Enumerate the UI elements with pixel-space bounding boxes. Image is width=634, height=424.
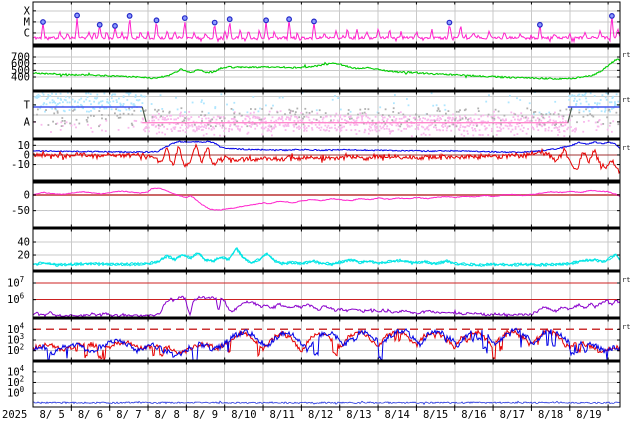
y-tick-label: A — [24, 116, 31, 128]
panel-separator — [32, 44, 621, 47]
flare-marker — [211, 19, 218, 26]
y-tick-label: 10 — [17, 140, 30, 152]
y-tick-label: 700 — [11, 52, 30, 64]
x-tick-label: 8/ 5 — [40, 409, 65, 421]
panel-separator — [32, 270, 621, 272]
series-proton-background — [33, 400, 620, 406]
panel-separator — [32, 90, 621, 92]
x-axis: 2025 8/ 5 8/ 6 8/ 7 8/ 8 8/ 9 8/10 8/11 8/12 8/13… — [2, 407, 609, 421]
series-electron-sat2 — [33, 327, 620, 360]
flare-marker — [153, 17, 160, 24]
x-tick-label: 8/14 — [385, 409, 410, 421]
flare-marker — [263, 17, 270, 24]
realtime-tag: rt — [622, 323, 630, 331]
panel-separator — [32, 360, 621, 362]
realtime-tag: rt — [622, 96, 630, 104]
series-solar-wind-speed — [33, 58, 620, 81]
flare-marker — [126, 12, 133, 19]
flare-marker — [226, 16, 233, 23]
realtime-tag: rt — [622, 276, 630, 284]
y-tick-label: 103 — [7, 332, 24, 347]
panel-separator — [32, 180, 621, 183]
x-tick-label: 8/11 — [270, 409, 295, 421]
y-tick-label: 600 — [11, 58, 30, 70]
panel-separator — [32, 317, 621, 319]
y-tick-label: 20 — [17, 250, 30, 262]
flare-marker — [609, 12, 615, 19]
panel-xray-flare: XMC — [24, 1, 621, 45]
y-tick-label: 400 — [11, 72, 30, 84]
x-tick-label: 8/19 — [576, 409, 601, 421]
realtime-tag: rt — [622, 51, 630, 59]
x-tick-label: 8/ 8 — [155, 409, 180, 421]
x-tick-label: 8/ 9 — [193, 409, 218, 421]
x-tick-label: 8/ 6 — [78, 409, 103, 421]
y-tick-label: T — [24, 99, 31, 111]
series-density-b — [33, 247, 620, 267]
x-tick-label: 8/16 — [461, 409, 486, 421]
x-tick-label: 8/ 7 — [116, 409, 141, 421]
x-tick-label: 8/18 — [538, 409, 563, 421]
series-dst — [33, 187, 620, 211]
flare-marker — [112, 23, 118, 29]
flare-marker — [286, 16, 293, 23]
y-tick-label: M — [24, 16, 30, 28]
y-tick-label: 500 — [11, 65, 30, 77]
y-tick-label: 104 — [7, 321, 25, 336]
x-tick-label: 8/10 — [231, 409, 256, 421]
x-tick-label: 8/17 — [500, 409, 525, 421]
x-tick-label: 8/13 — [346, 409, 371, 421]
y-tick-label: 40 — [17, 237, 30, 249]
series-imf-total-b — [33, 140, 620, 154]
series-imf-bz — [33, 142, 620, 175]
series-flux-high — [33, 295, 620, 317]
y-tick-label: 102 — [7, 375, 24, 390]
panel-separator — [32, 138, 621, 140]
flare-marker — [537, 21, 543, 28]
flare-marker — [311, 18, 317, 25]
panel-separator — [32, 227, 621, 229]
y-tick-label: -10 — [11, 159, 30, 171]
y-tick-label: C — [24, 27, 30, 39]
y-tick-label: 100 — [7, 385, 25, 400]
series-goes-xray-flux — [33, 16, 620, 44]
x-tick-label: 8/15 — [423, 409, 448, 421]
flare-marker — [74, 12, 80, 19]
y-tick-label: 104 — [7, 364, 25, 379]
y-tick-label: X — [24, 5, 31, 17]
panel-dst-index: 0-50 — [11, 182, 621, 228]
y-tick-label: 102 — [7, 343, 24, 358]
x-tick-label: 8/12 — [308, 409, 333, 421]
y-tick-label: -50 — [11, 205, 30, 217]
flare-marker — [446, 19, 453, 26]
y-tick-label: 107 — [7, 275, 24, 290]
y-tick-label: 0 — [24, 189, 30, 201]
year-label: 2025 — [2, 409, 27, 421]
flare-marker — [181, 15, 188, 22]
realtime-tag: rt — [622, 144, 630, 152]
y-tick-label: 106 — [7, 292, 25, 307]
y-tick-label: 0 — [24, 149, 30, 161]
flare-marker — [96, 21, 103, 28]
flare-marker — [40, 19, 46, 25]
